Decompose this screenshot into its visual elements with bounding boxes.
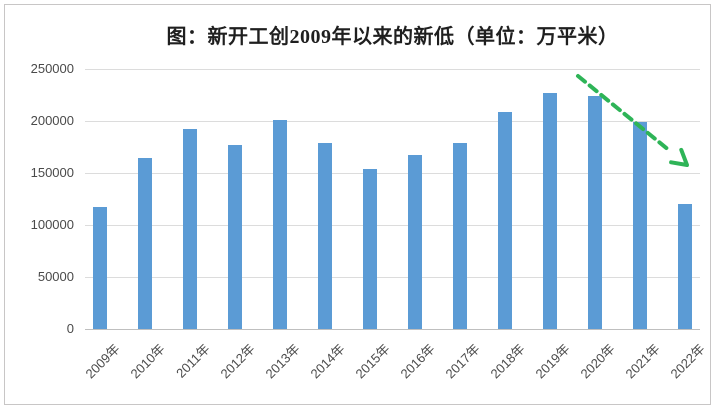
- y-tick-label: 200000: [30, 113, 74, 128]
- bar-2022年: [678, 204, 692, 329]
- chart-title: 图：新开工创2009年以来的新低（单位：万平米）: [166, 26, 619, 48]
- bar-2010年: [138, 158, 152, 329]
- bar-2018年: [498, 112, 512, 329]
- bar-2017年: [453, 143, 467, 329]
- bar-2015年: [363, 169, 377, 329]
- gridline-150000: [85, 173, 700, 174]
- y-tick-label: 250000: [30, 61, 74, 76]
- downtrend-arrow-icon: [576, 74, 689, 167]
- y-tick-label: 0: [66, 321, 74, 336]
- gridline-200000: [85, 121, 700, 122]
- bar-2016年: [408, 155, 422, 329]
- gridline-50000: [85, 277, 700, 278]
- y-tick-label: 100000: [30, 217, 74, 232]
- bar-2020年: [588, 96, 602, 329]
- bar-2021年: [633, 122, 647, 329]
- bar-2009年: [93, 207, 107, 329]
- bar-2014年: [318, 143, 332, 329]
- gridline-250000: [85, 69, 700, 70]
- bar-2019年: [543, 93, 557, 329]
- y-tick-label: 50000: [37, 269, 74, 284]
- bar-2013年: [273, 120, 287, 329]
- bar-2011年: [183, 129, 197, 329]
- gridline-100000: [85, 225, 700, 226]
- x-axis-line: [85, 329, 700, 330]
- bar-2012年: [228, 145, 242, 329]
- y-tick-label: 150000: [30, 165, 74, 180]
